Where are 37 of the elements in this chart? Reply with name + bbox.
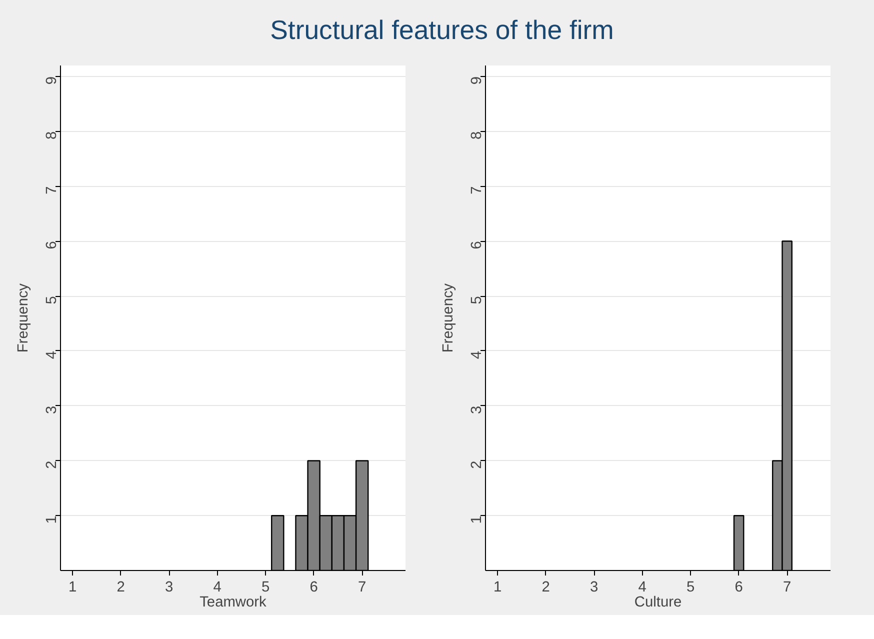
y-tick-label: 8 bbox=[44, 131, 60, 140]
y-tick-label: 8 bbox=[469, 131, 485, 140]
x-tick-label: 1 bbox=[68, 580, 77, 596]
y-tick-label: 9 bbox=[469, 76, 485, 85]
y-tick-label: 4 bbox=[469, 350, 485, 360]
y-tick-label: 7 bbox=[469, 186, 485, 194]
y-tick-label: 7 bbox=[44, 186, 60, 194]
x-tick-label: 6 bbox=[734, 580, 743, 596]
x-tick-label: 3 bbox=[164, 580, 174, 596]
y-tick-label: 2 bbox=[469, 460, 485, 469]
x-tick-label: 7 bbox=[783, 580, 792, 596]
y-axis-title: Frequency bbox=[440, 282, 456, 353]
y-tick-label: 5 bbox=[469, 296, 485, 304]
y-tick-label: 9 bbox=[44, 76, 60, 85]
x-tick-label: 6 bbox=[310, 580, 318, 596]
y-tick-label: 3 bbox=[44, 406, 60, 414]
y-tick-label: 6 bbox=[44, 241, 60, 250]
y-tick-label: 2 bbox=[44, 460, 60, 469]
y-tick-label: 6 bbox=[469, 241, 485, 250]
y-tick-label: 1 bbox=[469, 516, 485, 524]
y-axis-title: Frequency bbox=[16, 282, 32, 353]
x-tick-label: 3 bbox=[590, 580, 598, 596]
y-tick-label: 5 bbox=[44, 296, 60, 304]
x-axis-title: Culture bbox=[634, 594, 682, 610]
x-tick-label: 5 bbox=[261, 580, 270, 596]
y-tick-label: 4 bbox=[44, 350, 60, 360]
x-tick-label: 7 bbox=[358, 580, 366, 596]
x-tick-label: 5 bbox=[686, 580, 695, 596]
x-tick-label: 1 bbox=[493, 580, 502, 596]
x-tick-label: 2 bbox=[116, 580, 125, 596]
x-tick-label: 2 bbox=[542, 580, 550, 596]
x-axis-title: Teamwork bbox=[200, 594, 268, 610]
x-tick-label: 4 bbox=[638, 580, 646, 596]
x-tick-label: 4 bbox=[213, 580, 222, 596]
y-tick-label: 3 bbox=[469, 406, 485, 414]
chart-title: Structural features of the firm bbox=[270, 14, 614, 47]
y-tick-label: 1 bbox=[44, 516, 60, 524]
